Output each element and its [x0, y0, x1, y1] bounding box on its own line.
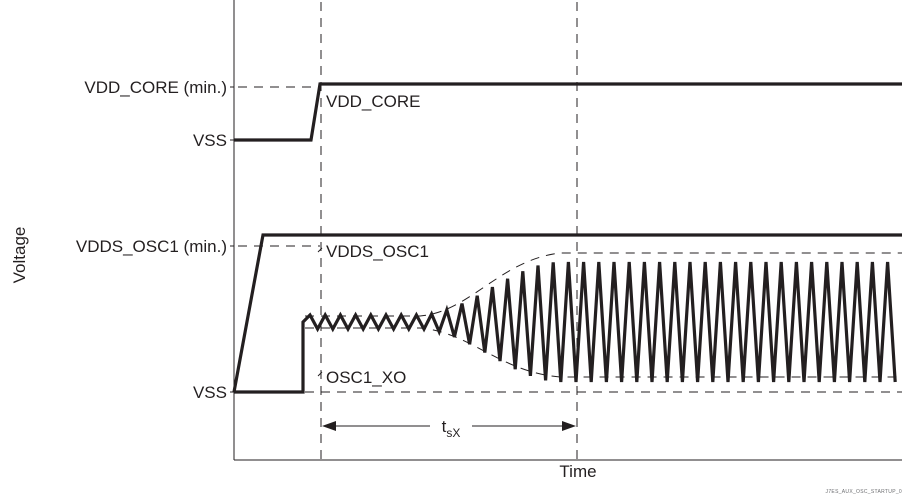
- interval-label-subscript: sX: [446, 426, 460, 440]
- label-vdd-core-min: VDD_CORE (min.): [84, 78, 227, 97]
- osc1-xo-waveform: [234, 261, 897, 394]
- vdd-core-waveform: [234, 82, 902, 142]
- label-vdds-osc1-min: VDDS_OSC1 (min.): [76, 237, 227, 256]
- interval-label-main: t: [442, 417, 447, 436]
- figure-id: J7ES_AUX_OSC_STARTUP_0: [826, 489, 902, 495]
- osc1-xo-upper-envelope: [305, 252, 902, 317]
- label-vdds-osc1-signal: VDDS_OSC1: [326, 242, 429, 261]
- x-axis-title: Time: [559, 462, 596, 481]
- y-axis-title: Voltage: [10, 227, 29, 284]
- interval-arrow-left-head: [322, 421, 336, 431]
- label-osc1-xo-signal: OSC1_XO: [326, 368, 406, 387]
- vdds-osc1-waveform: [232, 233, 902, 393]
- interval-label: tsX: [442, 417, 461, 440]
- interval-arrow-right-head: [562, 421, 576, 431]
- vdds-osc1-leader: [317, 247, 323, 253]
- osc1-xo-leader: [317, 371, 323, 377]
- label-vdd-core-signal: VDD_CORE: [326, 92, 420, 111]
- label-vss-top: VSS: [193, 131, 227, 150]
- label-vss-bottom: VSS: [193, 383, 227, 402]
